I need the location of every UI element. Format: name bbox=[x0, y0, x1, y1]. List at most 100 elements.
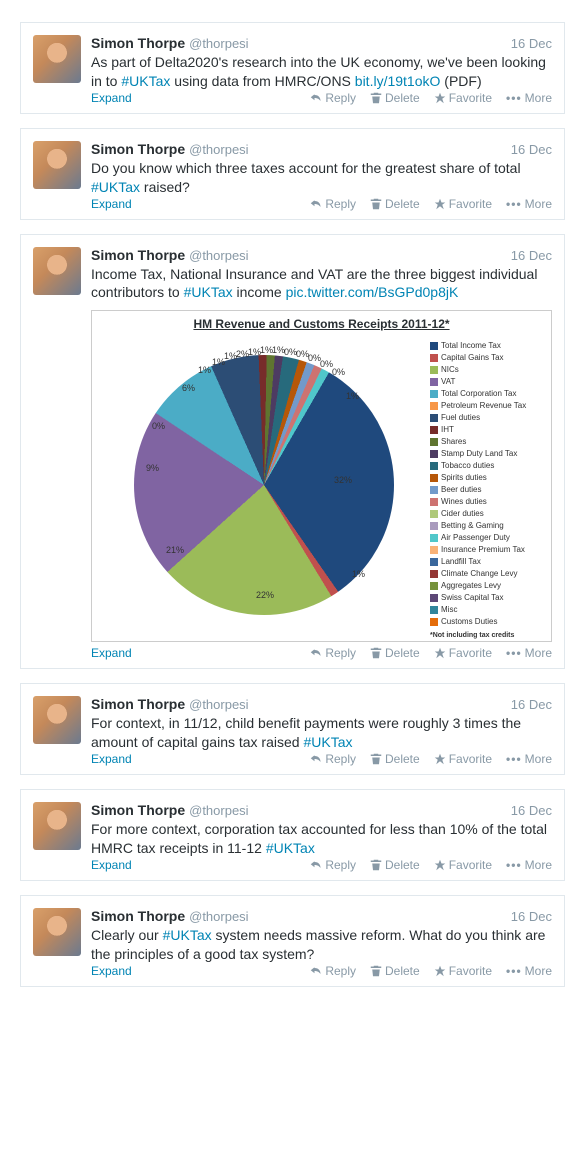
tweet: Simon Thorpe @thorpesi 16 Dec Income Tax… bbox=[20, 234, 565, 670]
tweet-header: Simon Thorpe @thorpesi 16 Dec bbox=[91, 247, 552, 263]
reply-action[interactable]: Reply bbox=[310, 646, 356, 660]
delete-label: Delete bbox=[385, 91, 420, 105]
tweet-date[interactable]: 16 Dec bbox=[511, 697, 552, 712]
delete-action[interactable]: Delete bbox=[370, 197, 420, 211]
expand-link[interactable]: Expand bbox=[91, 197, 132, 211]
legend-item: VAT bbox=[430, 377, 541, 386]
tweet-body: Clearly our #UKTax system needs massive … bbox=[91, 926, 552, 964]
delete-action[interactable]: Delete bbox=[370, 91, 420, 105]
delete-action[interactable]: Delete bbox=[370, 646, 420, 660]
reply-label: Reply bbox=[325, 858, 356, 872]
avatar[interactable] bbox=[33, 247, 81, 295]
author-handle[interactable]: @thorpesi bbox=[189, 803, 248, 818]
expand-link[interactable]: Expand bbox=[91, 858, 132, 872]
reply-action[interactable]: Reply bbox=[310, 858, 356, 872]
tweet-link[interactable]: pic.twitter.com/BsGPd0p8jK bbox=[286, 284, 459, 300]
legend-label: Aggregates Levy bbox=[441, 581, 501, 590]
legend-item: Misc bbox=[430, 605, 541, 614]
favorite-action[interactable]: Favorite bbox=[434, 752, 492, 766]
dots-icon: ••• bbox=[506, 646, 522, 660]
more-action[interactable]: •••More bbox=[506, 646, 552, 660]
tweet-link[interactable]: #UKTax bbox=[266, 840, 315, 856]
favorite-action[interactable]: Favorite bbox=[434, 197, 492, 211]
delete-label: Delete bbox=[385, 858, 420, 872]
author-name[interactable]: Simon Thorpe bbox=[91, 908, 185, 924]
reply-label: Reply bbox=[325, 646, 356, 660]
delete-action[interactable]: Delete bbox=[370, 964, 420, 978]
legend-swatch bbox=[430, 570, 438, 578]
more-action[interactable]: •••More bbox=[506, 752, 552, 766]
favorite-label: Favorite bbox=[449, 91, 492, 105]
favorite-label: Favorite bbox=[449, 858, 492, 872]
reply-action[interactable]: Reply bbox=[310, 964, 356, 978]
avatar[interactable] bbox=[33, 141, 81, 189]
favorite-label: Favorite bbox=[449, 964, 492, 978]
legend-label: Climate Change Levy bbox=[441, 569, 517, 578]
embedded-chart[interactable]: HM Revenue and Customs Receipts 2011-12*… bbox=[91, 310, 552, 642]
avatar[interactable] bbox=[33, 35, 81, 83]
author-handle[interactable]: @thorpesi bbox=[189, 248, 248, 263]
tweet-link[interactable]: #UKTax bbox=[303, 734, 352, 750]
author-name[interactable]: Simon Thorpe bbox=[91, 35, 185, 51]
tweet-link[interactable]: #UKTax bbox=[91, 179, 140, 195]
tweet-link[interactable]: bit.ly/19t1okO bbox=[355, 73, 441, 89]
expand-link[interactable]: Expand bbox=[91, 646, 132, 660]
legend-item: Petroleum Revenue Tax bbox=[430, 401, 541, 410]
delete-action[interactable]: Delete bbox=[370, 752, 420, 766]
author-name[interactable]: Simon Thorpe bbox=[91, 802, 185, 818]
avatar[interactable] bbox=[33, 908, 81, 956]
tweet-date[interactable]: 16 Dec bbox=[511, 142, 552, 157]
author-handle[interactable]: @thorpesi bbox=[189, 697, 248, 712]
tweet-actions: Reply Delete Favorite •••More bbox=[310, 91, 552, 105]
legend-swatch bbox=[430, 618, 438, 626]
delete-label: Delete bbox=[385, 197, 420, 211]
tweet-link[interactable]: #UKTax bbox=[184, 284, 233, 300]
expand-link[interactable]: Expand bbox=[91, 752, 132, 766]
favorite-action[interactable]: Favorite bbox=[434, 91, 492, 105]
pie-slice-label: 0% bbox=[152, 421, 165, 431]
tweet-date[interactable]: 16 Dec bbox=[511, 36, 552, 51]
avatar[interactable] bbox=[33, 802, 81, 850]
author-name[interactable]: Simon Thorpe bbox=[91, 141, 185, 157]
more-action[interactable]: •••More bbox=[506, 858, 552, 872]
favorite-action[interactable]: Favorite bbox=[434, 646, 492, 660]
more-action[interactable]: •••More bbox=[506, 197, 552, 211]
expand-link[interactable]: Expand bbox=[91, 964, 132, 978]
legend-swatch bbox=[430, 354, 438, 362]
legend-item: Total Income Tax bbox=[430, 341, 541, 350]
author-name[interactable]: Simon Thorpe bbox=[91, 696, 185, 712]
dots-icon: ••• bbox=[506, 197, 522, 211]
tweet-date[interactable]: 16 Dec bbox=[511, 803, 552, 818]
avatar[interactable] bbox=[33, 696, 81, 744]
legend-item: Wines duties bbox=[430, 497, 541, 506]
pie-slice-label: 1% bbox=[198, 365, 211, 375]
expand-link[interactable]: Expand bbox=[91, 91, 132, 105]
legend-item: Beer duties bbox=[430, 485, 541, 494]
favorite-action[interactable]: Favorite bbox=[434, 858, 492, 872]
tweet-body: Income Tax, National Insurance and VAT a… bbox=[91, 265, 552, 303]
author-handle[interactable]: @thorpesi bbox=[189, 909, 248, 924]
reply-action[interactable]: Reply bbox=[310, 197, 356, 211]
reply-action[interactable]: Reply bbox=[310, 752, 356, 766]
tweet-link[interactable]: #UKTax bbox=[121, 73, 170, 89]
author-handle[interactable]: @thorpesi bbox=[189, 36, 248, 51]
dots-icon: ••• bbox=[506, 964, 522, 978]
author-handle[interactable]: @thorpesi bbox=[189, 142, 248, 157]
delete-action[interactable]: Delete bbox=[370, 858, 420, 872]
more-action[interactable]: •••More bbox=[506, 964, 552, 978]
tweet-date[interactable]: 16 Dec bbox=[511, 248, 552, 263]
tweet-link[interactable]: #UKTax bbox=[163, 927, 212, 943]
favorite-action[interactable]: Favorite bbox=[434, 964, 492, 978]
more-action[interactable]: •••More bbox=[506, 91, 552, 105]
tweet-text-run: Do you know which three taxes account fo… bbox=[91, 160, 521, 176]
legend-label: Cider duties bbox=[441, 509, 484, 518]
legend-item: Fuel duties bbox=[430, 413, 541, 422]
reply-action[interactable]: Reply bbox=[310, 91, 356, 105]
author-name[interactable]: Simon Thorpe bbox=[91, 247, 185, 263]
reply-label: Reply bbox=[325, 197, 356, 211]
tweet-body: For more context, corporation tax accoun… bbox=[91, 820, 552, 858]
tweet: Simon Thorpe @thorpesi 16 Dec For more c… bbox=[20, 789, 565, 881]
pie-slice-label: 9% bbox=[146, 463, 159, 473]
more-label: More bbox=[525, 752, 552, 766]
tweet-date[interactable]: 16 Dec bbox=[511, 909, 552, 924]
